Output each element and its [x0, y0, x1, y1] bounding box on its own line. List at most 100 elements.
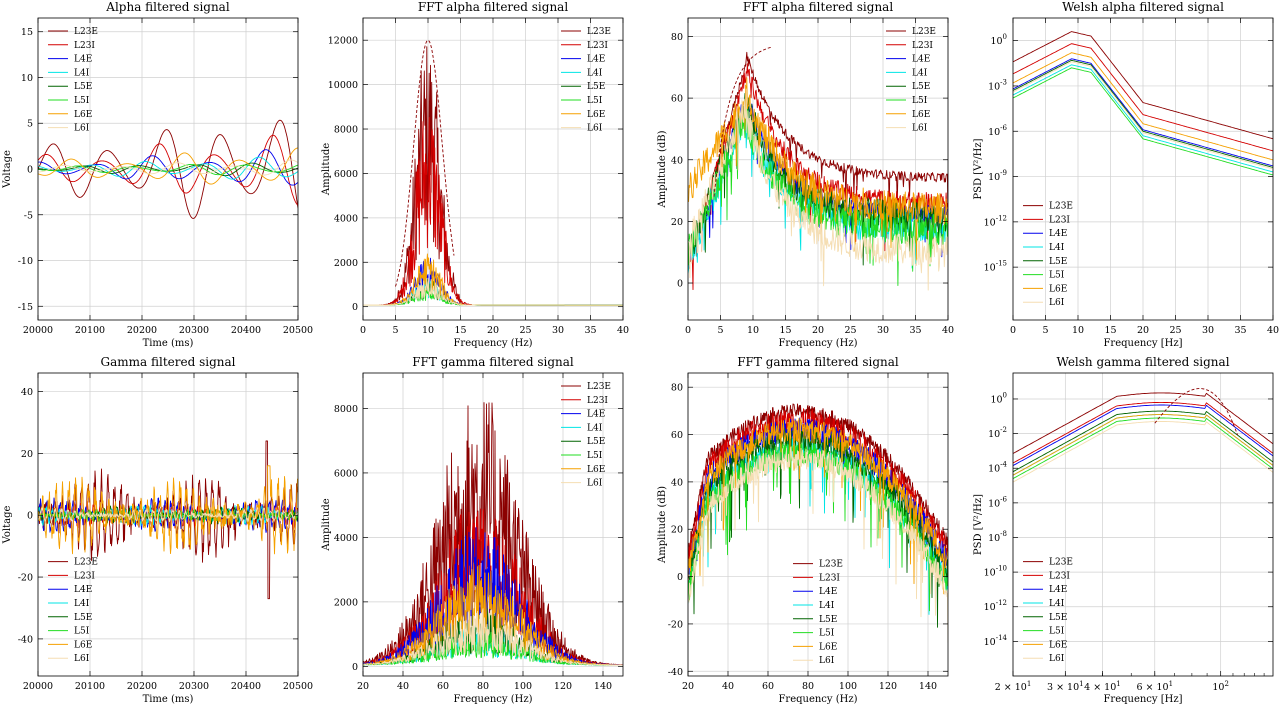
x-axis-label: Frequency (Hz) [778, 694, 857, 705]
y-tick-label: 80 [671, 32, 683, 43]
legend-label-L23E: L23E [587, 382, 611, 392]
series-group [688, 403, 948, 643]
x-tick-label: 100 [839, 681, 857, 692]
y-tick-label: 10-10 [984, 565, 1007, 579]
y-tick-label: -40 [668, 667, 683, 678]
series-line-L23E [363, 402, 623, 666]
x-tick-label: 140 [594, 681, 612, 692]
legend-label-L23E: L23E [74, 558, 98, 568]
legend: L23E L23I L4E L4I L5E L5I L6E L6I [1023, 202, 1073, 308]
legend-label-L6I: L6I [1049, 654, 1065, 664]
y-tick-label: -20 [18, 573, 33, 584]
series-line-L5I [1013, 67, 1273, 176]
legend-label-L4E: L4E [587, 410, 605, 420]
y-tick-label: 40 [671, 155, 683, 166]
legend-label-L23I: L23I [912, 41, 933, 51]
series-line-L4I [38, 156, 298, 180]
x-tick-label: 80 [477, 681, 489, 692]
legend: L23E L23I L4E L4I L5E L5I L6E L6I [561, 27, 611, 134]
y-axis-label: Voltage [2, 150, 13, 189]
legend-label-L4E: L4E [74, 55, 92, 65]
y-tick-label: 60 [671, 430, 683, 441]
series-line-L6I [363, 277, 623, 306]
y-tick-label: 20 [671, 217, 683, 228]
x-tick-label: 20300 [179, 325, 209, 336]
legend: L23E L23I L4E L4I L5E L5I L6E L6I [48, 558, 98, 664]
series-line-L6I [688, 446, 948, 643]
x-tick-label: 20 [487, 325, 499, 336]
chart-title: FFT alpha filtered signal [418, 0, 569, 14]
legend-label-L6E: L6E [912, 110, 930, 120]
legend-label-L6E: L6E [587, 110, 605, 120]
legend-label-L6I: L6I [74, 124, 90, 134]
x-tick-label: 30 [552, 325, 564, 336]
legend-label-L5I: L5I [912, 96, 928, 106]
series-group [688, 46, 948, 291]
panel-p5: 20000 20100 20200 20300 20400 20500 -40 -20 0 20 4… [2, 355, 313, 705]
legend-label-L5E: L5E [74, 613, 92, 623]
y-tick-label: 12000 [328, 36, 358, 47]
y-tick-label: 6000 [334, 468, 358, 479]
series-line-L23E [38, 119, 298, 219]
legend-label-L6I: L6I [74, 654, 90, 664]
x-axis-label: Frequency (Hz) [453, 694, 532, 705]
legend-label-L23E: L23E [1049, 558, 1073, 568]
x-tick-label: 5 [1042, 325, 1048, 336]
x-tick-label: 6 × 101 [1136, 680, 1173, 693]
x-tick-label: 40 [397, 681, 409, 692]
x-tick-label: 0 [685, 325, 691, 336]
x-tick-label: 20500 [283, 325, 313, 336]
y-tick-label: 80 [671, 383, 683, 394]
x-tick-label: 102 [1212, 680, 1229, 693]
y-axis-label: Amplitude (dB) [657, 130, 668, 208]
legend: L23E L23I L4E L4I L5E L5I L6E L6I [793, 560, 843, 666]
x-tick-label: 20100 [75, 681, 105, 692]
series-line-L4E [1013, 404, 1273, 466]
y-tick-label: 15 [21, 27, 33, 38]
legend-label-L23I: L23I [74, 41, 95, 51]
legend-label-L4E: L4E [1049, 229, 1067, 239]
fit-line-dashed [713, 46, 773, 197]
series-line-L23I [38, 134, 298, 206]
y-tick-label: 10-4 [988, 461, 1007, 475]
x-axis-label: Frequency (Hz) [778, 338, 857, 349]
y-tick-label: 100 [990, 33, 1007, 47]
x-tick-label: 120 [554, 681, 572, 692]
legend-label-L5I: L5I [1049, 271, 1065, 281]
legend-label-L6I: L6I [1049, 298, 1065, 308]
y-tick-label: 40 [671, 477, 683, 488]
x-tick-label: 10 [747, 325, 759, 336]
legend-label-L5I: L5I [74, 96, 90, 106]
y-tick-label: 10-15 [984, 260, 1007, 274]
fit-line-dashed [1154, 388, 1239, 436]
legend-label-L4E: L4E [912, 55, 930, 65]
y-tick-label: 4000 [334, 213, 358, 224]
y-tick-label: 10 [21, 73, 33, 84]
x-tick-label: 60 [437, 681, 449, 692]
legend-label-L6I: L6I [587, 124, 603, 134]
x-tick-label: 20 [682, 681, 694, 692]
series-line-L23I [1013, 43, 1273, 152]
x-tick-label: 100 [514, 681, 532, 692]
legend-label-L23I: L23I [1049, 215, 1070, 225]
y-tick-label: 0 [677, 572, 683, 583]
series-line-L5E [1013, 410, 1273, 473]
series-group [1013, 388, 1273, 483]
gridlines [362, 18, 624, 320]
series-line-L6E [38, 147, 298, 185]
legend-label-L5E: L5E [74, 82, 92, 92]
x-tick-label: 40 [722, 681, 734, 692]
x-tick-label: 120 [879, 681, 897, 692]
fit-line-dashed [395, 39, 455, 287]
y-tick-label: 0 [27, 511, 33, 522]
x-axis-label: Frequency [Hz] [1103, 694, 1182, 705]
panel-p3: 0 5 10 15 20 25 30 35 40 0 20 40 60 80 FFT alpha filte… [657, 0, 954, 349]
axes-frame [37, 372, 299, 677]
legend-label-L4E: L4E [74, 585, 92, 595]
series-line-L6I [1013, 421, 1273, 483]
y-tick-label: -15 [18, 302, 33, 313]
series-group [363, 39, 623, 306]
chart-title: Welsh alpha filtered signal [1062, 0, 1224, 14]
